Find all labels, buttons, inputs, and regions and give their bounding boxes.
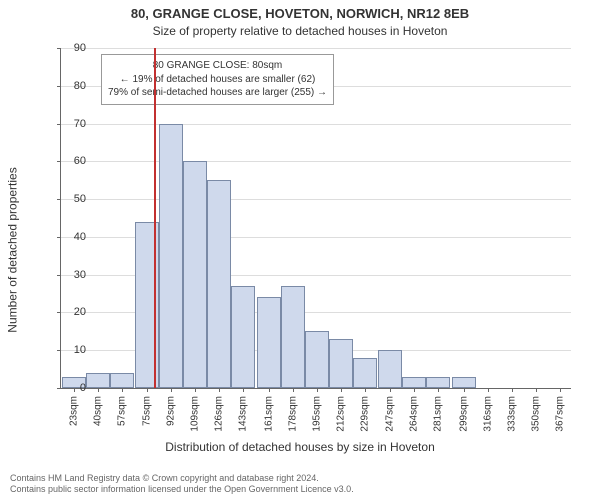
xtick-label: 299sqm <box>458 396 469 432</box>
xtick-mark <box>560 388 561 392</box>
xtick-mark <box>536 388 537 392</box>
xtick-label: 109sqm <box>190 396 201 432</box>
bar <box>353 358 377 388</box>
bar <box>231 286 255 388</box>
bar <box>329 339 353 388</box>
x-axis-label: Distribution of detached houses by size … <box>0 440 600 454</box>
xtick-mark <box>243 388 244 392</box>
xtick-mark <box>464 388 465 392</box>
xtick-label: 40sqm <box>92 396 103 426</box>
annotation-line-3: 79% of semi-detached houses are larger (… <box>108 86 327 100</box>
xtick-mark <box>147 388 148 392</box>
page-subtitle: Size of property relative to detached ho… <box>0 24 600 38</box>
bar <box>183 161 207 388</box>
ytick-label: 70 <box>56 118 86 130</box>
ytick-label: 30 <box>56 269 86 281</box>
xtick-mark <box>317 388 318 392</box>
xtick-label: 75sqm <box>142 396 153 426</box>
xtick-mark <box>414 388 415 392</box>
xtick-label: 92sqm <box>166 396 177 426</box>
xtick-label: 126sqm <box>214 396 225 432</box>
xtick-mark <box>512 388 513 392</box>
ytick-label: 0 <box>56 382 86 394</box>
xtick-label: 195sqm <box>311 396 322 432</box>
xtick-mark <box>195 388 196 392</box>
ytick-label: 50 <box>56 193 86 205</box>
xtick-label: 264sqm <box>409 396 420 432</box>
bar <box>452 377 476 388</box>
xtick-mark <box>488 388 489 392</box>
xtick-label: 57sqm <box>116 396 127 426</box>
ytick-label: 60 <box>56 155 86 167</box>
marker-annotation: 80 GRANGE CLOSE: 80sqm ← 19% of detached… <box>101 54 334 105</box>
xtick-label: 316sqm <box>482 396 493 432</box>
bar <box>426 377 450 388</box>
xtick-label: 23sqm <box>68 396 79 426</box>
xtick-mark <box>438 388 439 392</box>
xtick-mark <box>219 388 220 392</box>
bar <box>305 331 329 388</box>
footer-line-1: Contains HM Land Registry data © Crown c… <box>10 473 590 485</box>
xtick-label: 212sqm <box>335 396 346 432</box>
ytick-label: 20 <box>56 306 86 318</box>
xtick-label: 367sqm <box>554 396 565 432</box>
xtick-mark <box>98 388 99 392</box>
ytick-label: 90 <box>56 42 86 54</box>
footer-line-2: Contains public sector information licen… <box>10 484 590 496</box>
annotation-line-2: ← 19% of detached houses are smaller (62… <box>108 73 327 87</box>
bar <box>281 286 305 388</box>
chart-page: 80, GRANGE CLOSE, HOVETON, NORWICH, NR12… <box>0 0 600 500</box>
ytick-label: 40 <box>56 231 86 243</box>
page-title: 80, GRANGE CLOSE, HOVETON, NORWICH, NR12… <box>0 6 600 21</box>
xtick-mark <box>171 388 172 392</box>
xtick-mark <box>341 388 342 392</box>
xtick-label: 229sqm <box>359 396 370 432</box>
bar <box>257 297 281 388</box>
xtick-label: 143sqm <box>238 396 249 432</box>
annotation-line-1: 80 GRANGE CLOSE: 80sqm <box>108 59 327 73</box>
bar <box>207 180 231 388</box>
bar <box>86 373 110 388</box>
xtick-mark <box>365 388 366 392</box>
bar <box>378 350 402 388</box>
xtick-mark <box>122 388 123 392</box>
xtick-label: 161sqm <box>263 396 274 432</box>
xtick-label: 281sqm <box>433 396 444 432</box>
xtick-label: 350sqm <box>530 396 541 432</box>
xtick-label: 178sqm <box>287 396 298 432</box>
xtick-mark <box>390 388 391 392</box>
xtick-label: 333sqm <box>506 396 517 432</box>
ytick-label: 80 <box>56 80 86 92</box>
xtick-mark <box>293 388 294 392</box>
bar <box>402 377 426 388</box>
footer: Contains HM Land Registry data © Crown c… <box>0 473 600 496</box>
ytick-label: 10 <box>56 344 86 356</box>
histogram-chart: 80 GRANGE CLOSE: 80sqm ← 19% of detached… <box>60 48 571 389</box>
xtick-label: 247sqm <box>385 396 396 432</box>
xtick-mark <box>269 388 270 392</box>
bar <box>159 124 183 388</box>
marker-line <box>154 48 156 388</box>
bar <box>110 373 134 388</box>
y-axis-label: Number of detached properties <box>6 0 20 500</box>
